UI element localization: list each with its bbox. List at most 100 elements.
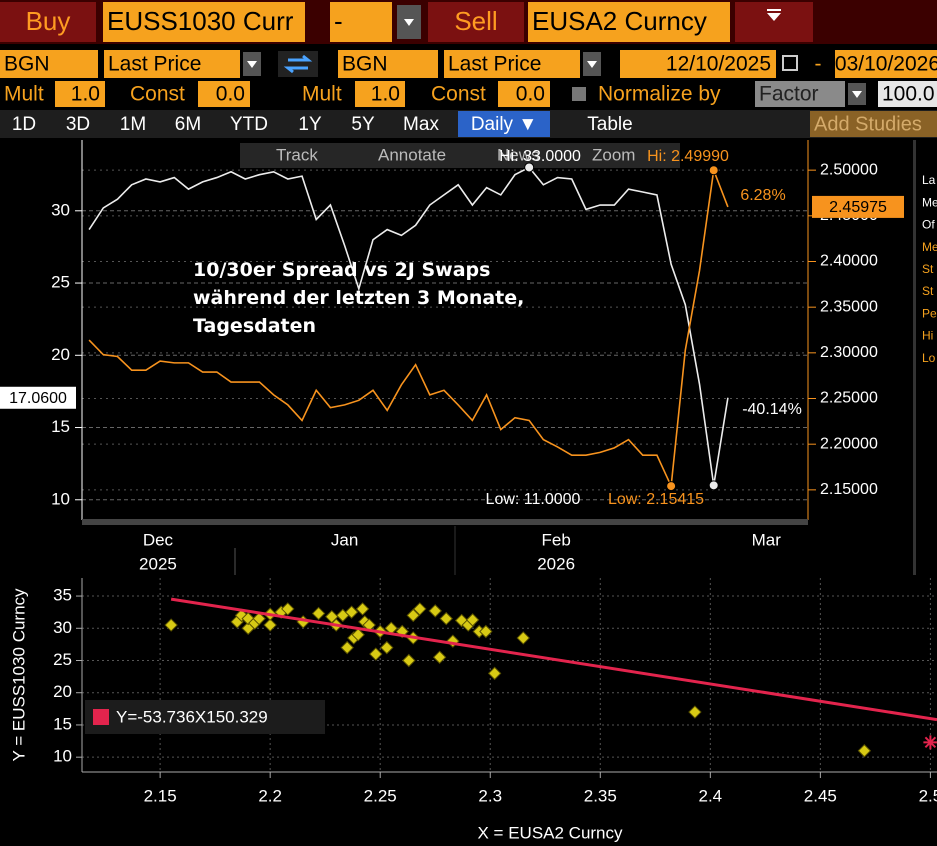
- y-tick-label: 25: [53, 650, 72, 669]
- side-panel-label: St: [922, 262, 934, 276]
- start-date[interactable]: 12/10/2025: [666, 53, 771, 76]
- x-tick-label: Feb: [541, 530, 570, 549]
- chart-tool[interactable]: News: [497, 145, 540, 164]
- scatter-point: [688, 705, 702, 719]
- range-tab-box[interactable]: [162, 111, 214, 137]
- mult-input-box[interactable]: [55, 81, 105, 107]
- range-tab[interactable]: 6M: [175, 114, 201, 135]
- add-studies-button-box[interactable]: [810, 111, 937, 137]
- scatter-point: [380, 640, 394, 655]
- mult-label[interactable]: Mult: [302, 83, 342, 106]
- start-date-box[interactable]: [620, 50, 776, 78]
- range-tab-box[interactable]: [338, 111, 388, 137]
- operator-input[interactable]: -: [334, 6, 343, 36]
- calendar-icon[interactable]: [782, 55, 798, 71]
- source-field-box[interactable]: [338, 50, 438, 78]
- y-tick-label: 30: [51, 200, 70, 219]
- range-tab-box[interactable]: [560, 111, 660, 137]
- range-tab-box[interactable]: [458, 111, 550, 137]
- range-tab[interactable]: 1Y: [298, 114, 322, 135]
- x-tick-label: 2.35: [584, 786, 617, 805]
- range-tab[interactable]: 5Y: [351, 114, 375, 135]
- const-input-box[interactable]: [198, 81, 250, 107]
- const-input[interactable]: 0.0: [516, 83, 545, 106]
- chart-tool[interactable]: Zoom: [592, 145, 635, 164]
- range-tab[interactable]: 1M: [120, 114, 146, 135]
- swap-button[interactable]: [278, 51, 318, 77]
- chart-tool[interactable]: Track: [276, 145, 318, 164]
- const-label[interactable]: Const: [130, 83, 185, 106]
- sell-label[interactable]: Sell: [454, 6, 497, 36]
- field-select-box[interactable]: [444, 50, 580, 78]
- range-tab[interactable]: Daily ▼: [471, 114, 537, 135]
- range-tab[interactable]: YTD: [230, 114, 268, 135]
- x-tick-label: Jan: [331, 530, 358, 549]
- normalize-value[interactable]: 100.0: [882, 83, 935, 106]
- swap-icon: [283, 54, 313, 74]
- range-tab[interactable]: 3D: [66, 114, 90, 135]
- last-value-box: [812, 195, 904, 218]
- y-tick-label: 35: [53, 586, 72, 605]
- range-tab[interactable]: Max: [403, 114, 439, 135]
- range-tab[interactable]: 1D: [12, 114, 36, 135]
- const-input[interactable]: 0.0: [216, 83, 245, 106]
- scatter-point: [164, 618, 178, 632]
- sell-label-box[interactable]: [428, 2, 524, 42]
- side-panel-label: Me: [922, 240, 937, 254]
- mult-input-box[interactable]: [355, 81, 405, 107]
- chart-tool[interactable]: Annotate: [378, 145, 446, 164]
- normalize-checkbox[interactable]: [572, 87, 586, 101]
- end-date[interactable]: 03/10/2026: [835, 53, 937, 76]
- security-input-box[interactable]: [103, 2, 305, 42]
- normalize-mode[interactable]: Factor: [759, 83, 819, 106]
- const-input-box[interactable]: [498, 81, 550, 107]
- normalize-value-box[interactable]: [878, 81, 937, 107]
- scatter-point: [516, 631, 530, 645]
- range-tab-box[interactable]: [52, 111, 104, 137]
- menu-button[interactable]: [735, 2, 813, 42]
- chart-toolbar: [240, 143, 680, 168]
- operator-input-box[interactable]: [330, 2, 392, 42]
- side-panel-border: [913, 140, 916, 575]
- x-tick-label: 2.5: [919, 786, 937, 805]
- security-input[interactable]: EUSS1030 Curr: [107, 6, 294, 36]
- scatter-point: [311, 606, 326, 621]
- y-tick-label: 10: [53, 747, 72, 766]
- range-tab-box[interactable]: [106, 111, 160, 137]
- y-tick-label: 15: [53, 714, 72, 733]
- mult-input[interactable]: 1.0: [71, 83, 100, 106]
- y2-tick-label: 2.30000: [820, 344, 878, 361]
- range-tab-box[interactable]: [218, 111, 280, 137]
- security-input[interactable]: EUSA2 Curncy: [532, 6, 707, 36]
- security-input-box[interactable]: [528, 2, 730, 42]
- scatter-point: [428, 604, 442, 618]
- const-label[interactable]: Const: [431, 83, 486, 106]
- range-tab-box[interactable]: [392, 111, 450, 137]
- mult-label[interactable]: Mult: [4, 83, 44, 106]
- field-select[interactable]: Last Price: [448, 53, 541, 76]
- scatter-point: [325, 609, 339, 624]
- buy-label[interactable]: Buy: [26, 6, 71, 36]
- field-select-box[interactable]: [104, 50, 240, 78]
- buy-label-box[interactable]: [0, 2, 96, 42]
- range-tab-box[interactable]: [284, 111, 336, 137]
- scatter-point: [263, 618, 277, 632]
- normalize-mode-box[interactable]: [755, 81, 845, 107]
- range-tab[interactable]: Table: [587, 114, 632, 135]
- end-date-box[interactable]: [835, 50, 937, 78]
- source-field[interactable]: BGN: [342, 53, 388, 76]
- x-tick-label: 2.4: [699, 786, 723, 805]
- source-field[interactable]: BGN: [4, 53, 50, 76]
- dropdown-arrow: [852, 91, 862, 98]
- menu-arrow: [767, 13, 781, 21]
- normalize-label[interactable]: Normalize by: [598, 83, 721, 106]
- date-separator[interactable]: -: [815, 53, 822, 76]
- range-tab-box[interactable]: [0, 111, 48, 137]
- annotation: Hi: 2.49990: [647, 148, 729, 165]
- mult-input[interactable]: 1.0: [371, 83, 400, 106]
- add-studies-button[interactable]: Add Studies: [814, 113, 922, 135]
- scatter-point: [402, 653, 416, 668]
- regression-legend: [85, 700, 325, 734]
- source-field-box[interactable]: [0, 50, 98, 78]
- field-select[interactable]: Last Price: [108, 53, 201, 76]
